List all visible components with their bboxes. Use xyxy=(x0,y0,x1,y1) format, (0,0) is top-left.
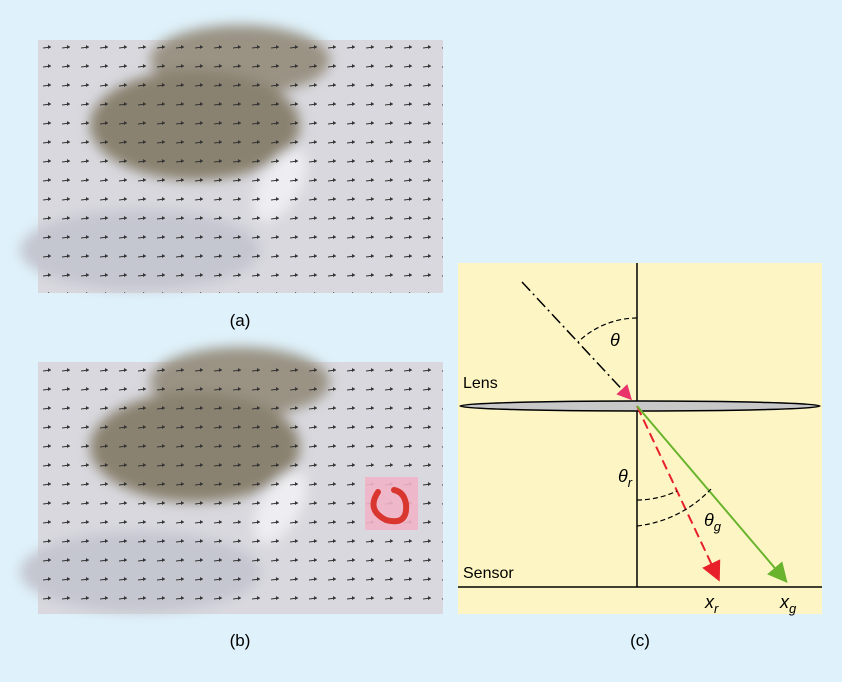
image-a xyxy=(20,25,443,293)
optics-diagram: Lens Sensor θ θr θg xr xg xyxy=(458,263,822,616)
lens-label: Lens xyxy=(463,375,498,392)
angle-label: θ xyxy=(610,330,620,350)
sensor-label: Sensor xyxy=(463,565,514,582)
caption: (b) xyxy=(230,631,251,650)
image-b xyxy=(20,347,443,614)
caption: (a) xyxy=(230,311,251,330)
figure: (a) (b) Lens Sensor θ θr θg xr xg (c) xyxy=(0,0,842,682)
caption: (c) xyxy=(630,631,650,650)
